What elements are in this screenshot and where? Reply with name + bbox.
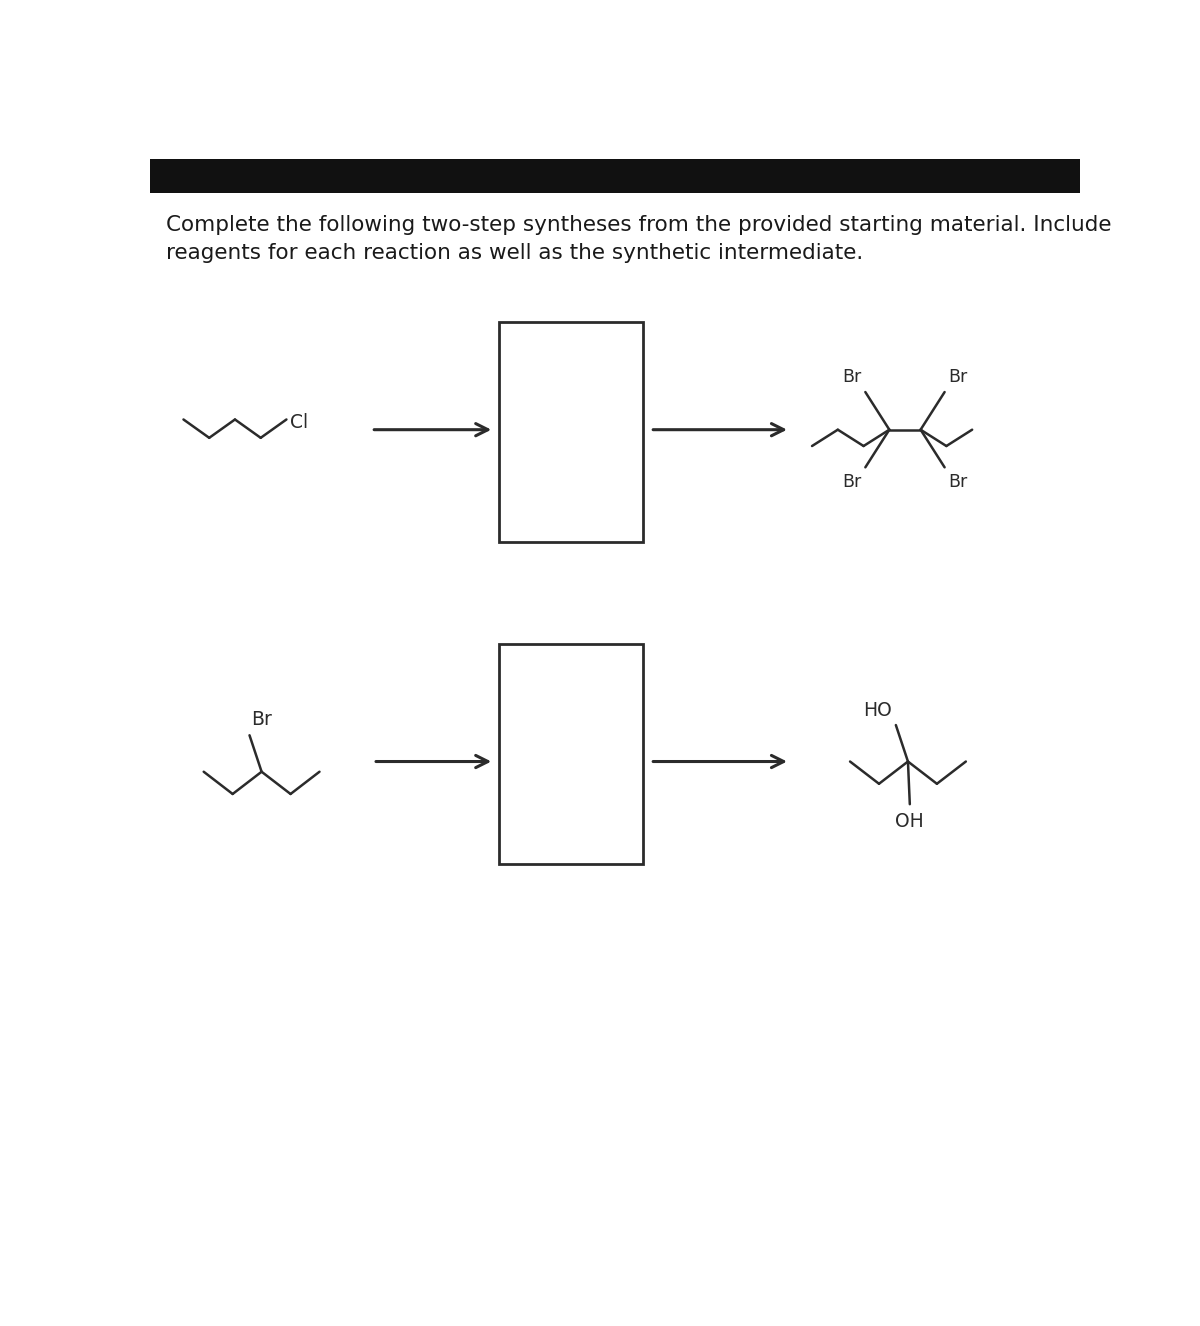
Text: Cl: Cl <box>290 412 308 432</box>
Text: OH: OH <box>895 813 924 831</box>
Bar <box>150 159 1080 192</box>
Text: Br: Br <box>251 711 272 729</box>
Text: HO: HO <box>863 701 892 720</box>
Text: Br: Br <box>842 367 862 386</box>
FancyBboxPatch shape <box>499 322 643 542</box>
Text: Br: Br <box>948 367 967 386</box>
Text: Br: Br <box>842 473 862 492</box>
FancyBboxPatch shape <box>499 644 643 863</box>
Text: Br: Br <box>948 473 967 492</box>
Text: Complete the following two-step syntheses from the provided starting material. I: Complete the following two-step synthese… <box>166 215 1111 264</box>
